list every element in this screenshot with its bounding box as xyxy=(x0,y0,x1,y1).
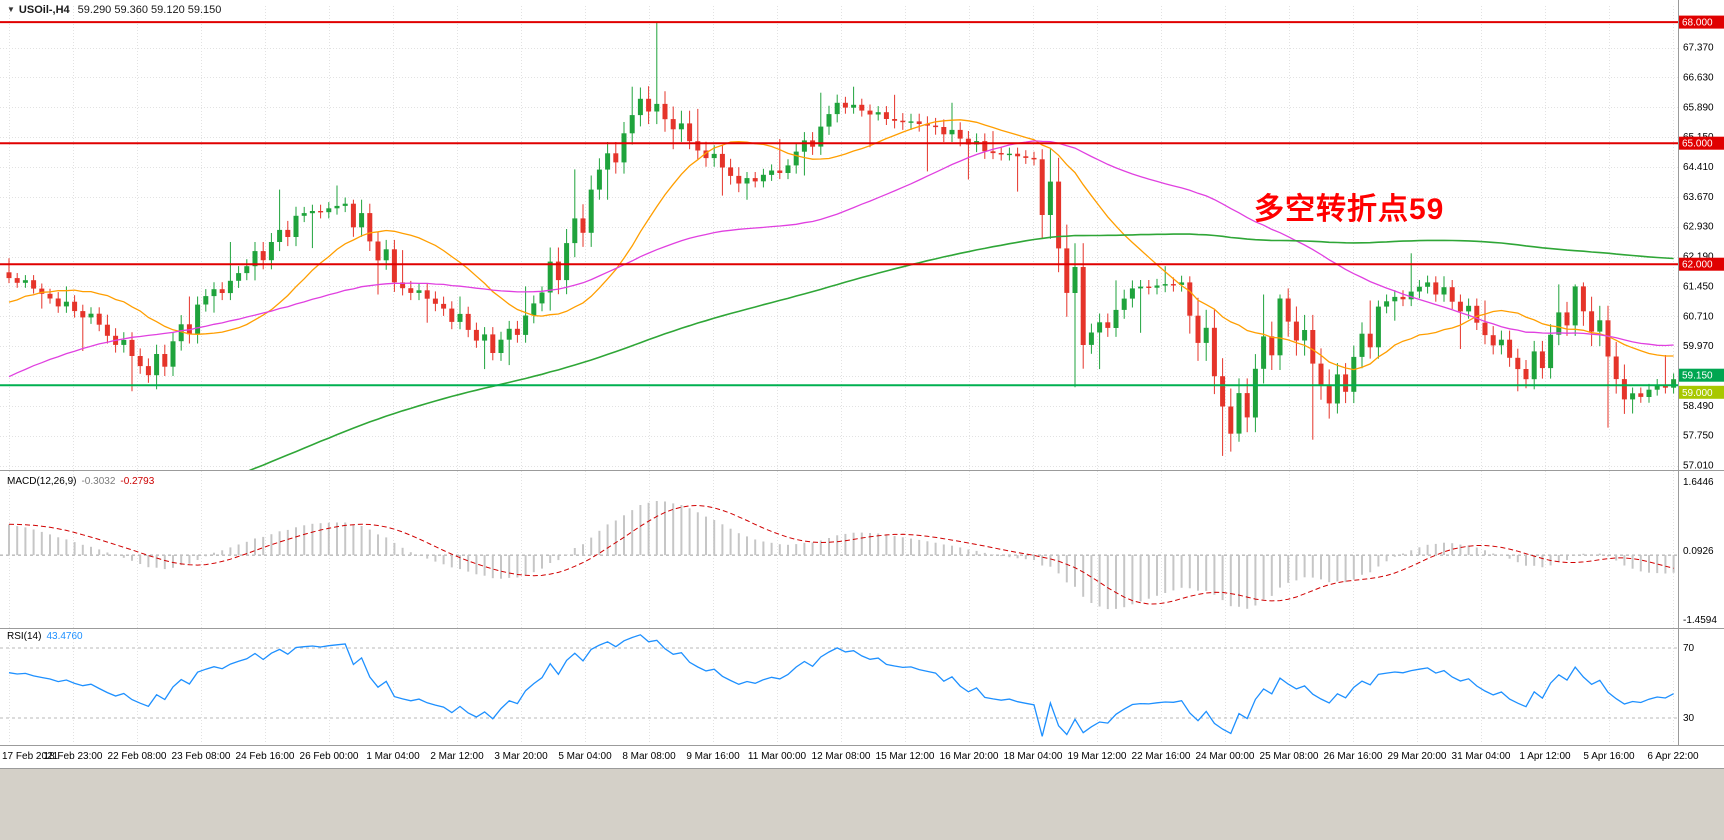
macd-main-value: -0.3032 xyxy=(81,476,116,487)
svg-text:31 Mar 04:00: 31 Mar 04:00 xyxy=(1452,751,1511,762)
svg-text:-1.4594: -1.4594 xyxy=(1683,615,1717,626)
svg-text:3 Mar 20:00: 3 Mar 20:00 xyxy=(494,751,548,762)
symbol-timeframe: USOil-,H4 xyxy=(18,4,70,16)
svg-text:0.0926: 0.0926 xyxy=(1683,546,1714,557)
window-bottom-strip xyxy=(0,768,1724,840)
svg-text:19 Mar 12:00: 19 Mar 12:00 xyxy=(1068,751,1127,762)
svg-text:68.000: 68.000 xyxy=(1682,18,1713,29)
svg-text:29 Mar 20:00: 29 Mar 20:00 xyxy=(1388,751,1447,762)
candles-layer xyxy=(6,22,1677,456)
svg-text:63.670: 63.670 xyxy=(1683,192,1714,203)
moving-averages-layer xyxy=(8,119,1674,470)
svg-text:18 Mar 04:00: 18 Mar 04:00 xyxy=(1004,751,1063,762)
svg-text:60.710: 60.710 xyxy=(1683,311,1714,322)
svg-text:59.000: 59.000 xyxy=(1682,388,1713,399)
svg-text:62.190: 62.190 xyxy=(1683,252,1714,263)
svg-text:65.890: 65.890 xyxy=(1683,102,1714,113)
svg-text:24 Feb 16:00: 24 Feb 16:00 xyxy=(236,751,295,762)
svg-text:9 Mar 16:00: 9 Mar 16:00 xyxy=(686,751,740,762)
rsi-value: 43.4760 xyxy=(46,631,83,642)
svg-text:17 Feb 2021: 17 Feb 2021 xyxy=(2,751,59,762)
svg-text:67.370: 67.370 xyxy=(1683,43,1714,54)
price-badge-59.150: 59.150 xyxy=(1679,368,1724,382)
svg-text:64.410: 64.410 xyxy=(1683,162,1714,173)
svg-text:22 Mar 16:00: 22 Mar 16:00 xyxy=(1132,751,1191,762)
svg-text:1 Mar 04:00: 1 Mar 04:00 xyxy=(366,751,420,762)
svg-text:59.970: 59.970 xyxy=(1683,341,1714,352)
svg-text:62.000: 62.000 xyxy=(1682,260,1713,271)
ohlc-quote: 59.290 59.360 59.120 59.150 xyxy=(77,4,222,16)
svg-text:6 Apr 22:00: 6 Apr 22:00 xyxy=(1647,751,1699,762)
collapse-icon[interactable]: ▼ xyxy=(7,5,15,14)
svg-text:26 Mar 16:00: 26 Mar 16:00 xyxy=(1324,751,1383,762)
price-badge-59.000: 59.000 xyxy=(1679,385,1724,399)
svg-text:59.150: 59.150 xyxy=(1682,371,1713,382)
macd-name: MACD(12,26,9) xyxy=(7,476,77,487)
svg-text:58.490: 58.490 xyxy=(1683,401,1714,412)
price-badge-62.000: 62.000 xyxy=(1679,257,1724,271)
price-badge-68.000: 68.000 xyxy=(1679,15,1724,29)
macd-signal-value: -0.2793 xyxy=(120,476,155,487)
svg-text:1.6446: 1.6446 xyxy=(1683,477,1714,488)
ma-line-1 xyxy=(8,140,1674,378)
svg-text:57.010: 57.010 xyxy=(1683,461,1714,472)
svg-text:70: 70 xyxy=(1683,643,1695,654)
svg-text:15 Mar 12:00: 15 Mar 12:00 xyxy=(876,751,935,762)
svg-text:30: 30 xyxy=(1683,713,1695,724)
rsi-line xyxy=(8,634,1674,737)
svg-text:16 Mar 20:00: 16 Mar 20:00 xyxy=(940,751,999,762)
svg-text:57.750: 57.750 xyxy=(1683,431,1714,442)
annotation-text: 多空转折点59 xyxy=(1254,193,1445,226)
svg-text:22 Feb 08:00: 22 Feb 08:00 xyxy=(108,751,167,762)
svg-text:8 Mar 08:00: 8 Mar 08:00 xyxy=(622,751,676,762)
svg-text:61.450: 61.450 xyxy=(1683,281,1714,292)
macd-signal-line xyxy=(8,504,1674,605)
macd-indicator-label: MACD(12,26,9) -0.3032 -0.2793 xyxy=(7,476,154,487)
ma-line-2 xyxy=(248,233,1674,470)
svg-text:2 Mar 12:00: 2 Mar 12:00 xyxy=(430,751,484,762)
rsi-indicator-label: RSI(14) 43.4760 xyxy=(7,631,83,642)
svg-text:1 Apr 12:00: 1 Apr 12:00 xyxy=(1519,751,1571,762)
svg-text:12 Mar 08:00: 12 Mar 08:00 xyxy=(812,751,871,762)
rsi-name: RSI(14) xyxy=(7,631,42,642)
svg-text:24 Mar 00:00: 24 Mar 00:00 xyxy=(1196,751,1255,762)
grid-layer xyxy=(0,6,1678,744)
svg-text:5 Apr 16:00: 5 Apr 16:00 xyxy=(1583,751,1635,762)
rsi-layer xyxy=(8,634,1674,737)
svg-text:23 Feb 08:00: 23 Feb 08:00 xyxy=(172,751,231,762)
svg-text:26 Feb 00:00: 26 Feb 00:00 xyxy=(300,751,359,762)
macd-layer xyxy=(8,501,1675,610)
svg-text:65.000: 65.000 xyxy=(1682,139,1713,150)
svg-text:62.930: 62.930 xyxy=(1683,222,1714,233)
svg-text:18 Feb 23:00: 18 Feb 23:00 xyxy=(44,751,103,762)
ma-line-0 xyxy=(8,119,1674,371)
svg-text:11 Mar 00:00: 11 Mar 00:00 xyxy=(748,751,807,762)
svg-text:25 Mar 08:00: 25 Mar 08:00 xyxy=(1260,751,1319,762)
svg-text:66.630: 66.630 xyxy=(1683,72,1714,83)
price-axis-labels: 67.37066.63065.89065.15064.41063.67062.9… xyxy=(1683,43,1717,724)
price-badge-65.000: 65.000 xyxy=(1679,136,1724,150)
chart-title: ▼ USOil-,H4 59.290 59.360 59.120 59.150 xyxy=(7,4,221,16)
svg-text:5 Mar 04:00: 5 Mar 04:00 xyxy=(558,751,612,762)
